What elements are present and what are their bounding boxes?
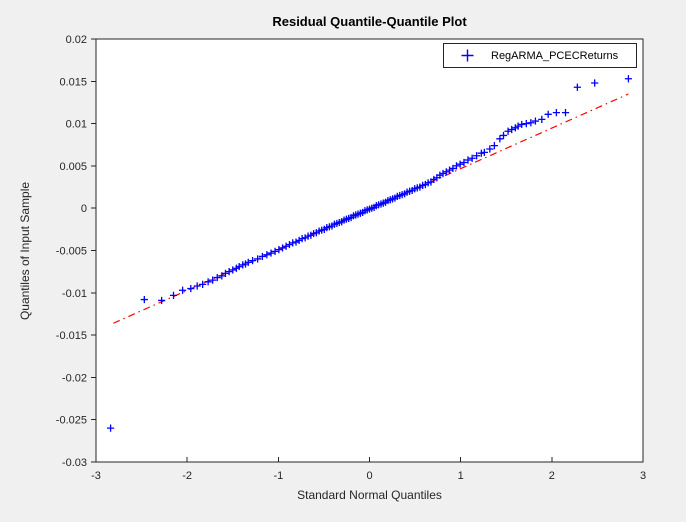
data-point-marker — [499, 131, 508, 140]
data-point-marker — [267, 249, 275, 257]
y-tick-label: -0.03 — [62, 457, 87, 469]
data-point-marker — [445, 166, 454, 174]
data-point-marker — [263, 251, 271, 259]
data-point-marker — [552, 109, 560, 117]
data-point-marker — [271, 247, 279, 255]
x-tick-label: -2 — [182, 470, 192, 482]
data-point-marker — [468, 154, 476, 162]
data-point-marker — [285, 240, 294, 249]
y-tick-label: 0.015 — [59, 76, 87, 88]
plot-area-background — [95, 38, 644, 463]
data-point-marker — [527, 119, 535, 127]
y-tick-label: -0.015 — [56, 330, 87, 342]
data-point-marker — [504, 127, 512, 135]
y-tick-label: 0.01 — [66, 119, 87, 131]
data-point-marker — [218, 272, 226, 280]
y-tick-label: -0.005 — [56, 246, 87, 258]
x-tick-label: 3 — [640, 470, 646, 482]
data-point-marker — [464, 156, 472, 164]
data-point-marker — [522, 120, 530, 128]
data-point-marker — [282, 242, 290, 250]
data-point-marker — [275, 246, 283, 254]
plot-title: Residual Quantile-Quantile Plot — [272, 14, 467, 29]
y-tick-label: 0.02 — [66, 34, 87, 46]
data-point-marker — [209, 276, 217, 284]
data-point-marker — [225, 268, 233, 276]
y-axis-label: Quantiles of Input Sample — [18, 181, 32, 321]
y-tick-label: 0 — [81, 203, 87, 215]
data-point-marker — [187, 284, 195, 293]
y-tick-label: -0.01 — [62, 288, 87, 300]
data-point-marker — [169, 291, 178, 299]
x-tick-label: 2 — [549, 470, 555, 482]
data-point-marker — [624, 75, 633, 83]
data-point-marker — [204, 278, 212, 286]
y-tick-label: -0.02 — [62, 372, 87, 384]
data-point-marker — [508, 125, 516, 134]
data-point-marker — [538, 115, 546, 123]
data-point-marker — [480, 148, 488, 156]
data-point-marker — [229, 266, 237, 274]
data-point-marker — [490, 141, 498, 150]
legend-box[interactable]: RegARMA_PCECReturns — [443, 43, 637, 68]
y-tick-label: -0.025 — [56, 415, 87, 427]
data-point-marker — [278, 244, 287, 252]
data-point-marker — [460, 158, 468, 167]
data-point-marker — [254, 255, 262, 263]
x-tick-label: -1 — [273, 470, 283, 482]
data-point-marker — [436, 171, 444, 179]
data-point-marker — [258, 252, 266, 261]
data-point-marker — [235, 262, 243, 271]
data-point-marker — [193, 282, 201, 290]
data-point-marker — [486, 145, 494, 153]
data-point-marker — [213, 273, 221, 282]
data-point-marker — [442, 168, 450, 176]
data-point-marker — [439, 169, 447, 178]
data-point-marker — [249, 257, 257, 265]
y-tick-label: 0.005 — [59, 161, 87, 173]
data-point-marker — [518, 120, 526, 129]
x-tick-label: 0 — [366, 470, 372, 482]
data-point-marker — [561, 109, 570, 117]
legend-plus-marker-icon — [461, 49, 474, 62]
x-axis-label: Standard Normal Quantiles — [297, 488, 442, 502]
data-point-marker — [292, 238, 300, 246]
data-point-marker — [179, 286, 187, 294]
data-point-marker — [473, 152, 481, 160]
data-point-marker — [199, 280, 207, 288]
x-tick-label: -3 — [91, 470, 101, 482]
data-point-marker — [496, 135, 504, 143]
data-point-marker — [456, 160, 464, 168]
data-point-marker — [221, 269, 230, 277]
data-point-marker — [514, 122, 522, 130]
data-point-marker — [289, 239, 297, 247]
data-point-marker — [531, 117, 540, 125]
data-point-marker — [452, 162, 461, 170]
data-point-marker — [158, 296, 166, 305]
data-point-marker — [573, 83, 581, 91]
data-point-marker — [140, 295, 148, 304]
data-point-marker — [544, 110, 552, 118]
data-point-marker — [244, 258, 252, 266]
legend-entry-label: RegARMA_PCECReturns — [491, 49, 619, 62]
data-point-marker — [106, 424, 115, 432]
x-tick-label: 1 — [458, 470, 464, 482]
data-point-marker — [591, 79, 599, 87]
